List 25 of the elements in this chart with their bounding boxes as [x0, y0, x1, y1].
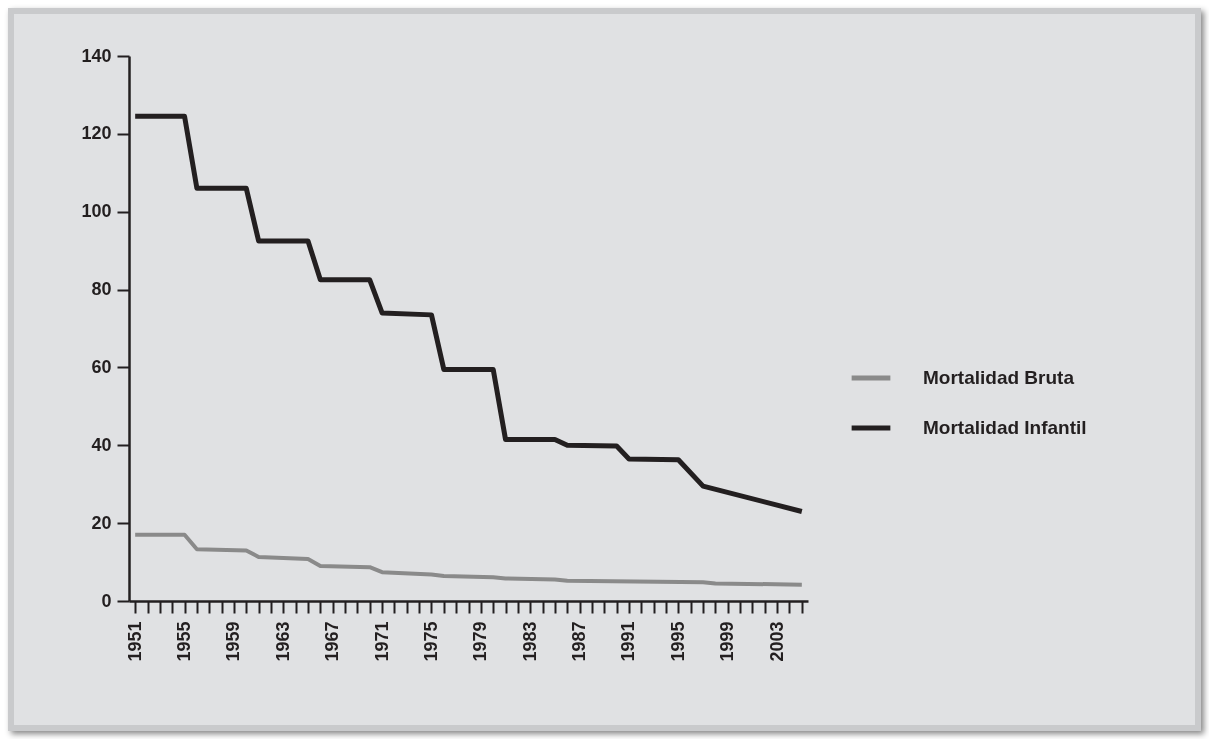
y-tick-label: 120 — [81, 123, 112, 144]
y-tick-label: 0 — [101, 590, 112, 611]
legend-label: Mortalidad Bruta — [923, 367, 1075, 388]
x-tick-label: 1955 — [174, 621, 195, 662]
x-tick-label: 1999 — [717, 621, 738, 662]
x-tick-label: 1987 — [569, 621, 590, 662]
x-tick-label: 1971 — [371, 621, 392, 662]
legend-label: Mortalidad Infantil — [923, 417, 1087, 438]
y-tick-label: 60 — [91, 356, 112, 377]
y-tick-label: 140 — [81, 45, 112, 66]
x-tick-label: 1951 — [124, 621, 145, 662]
x-tick-label: 1979 — [470, 621, 491, 662]
x-tick-label: 1959 — [223, 621, 244, 662]
x-tick-label: 1975 — [420, 621, 441, 662]
x-tick-label: 2003 — [766, 621, 787, 662]
x-tick-label: 1983 — [519, 621, 540, 662]
x-tick-label: 1963 — [272, 621, 293, 662]
y-tick-label: 80 — [91, 279, 112, 300]
y-tick-label: 40 — [91, 434, 112, 455]
y-tick-label: 100 — [81, 201, 112, 222]
x-tick-label: 1967 — [322, 621, 343, 662]
y-tick-label: 20 — [91, 512, 112, 533]
x-tick-label: 1995 — [667, 621, 688, 662]
line-series — [133, 532, 804, 587]
x-tick-label: 1991 — [618, 621, 639, 662]
